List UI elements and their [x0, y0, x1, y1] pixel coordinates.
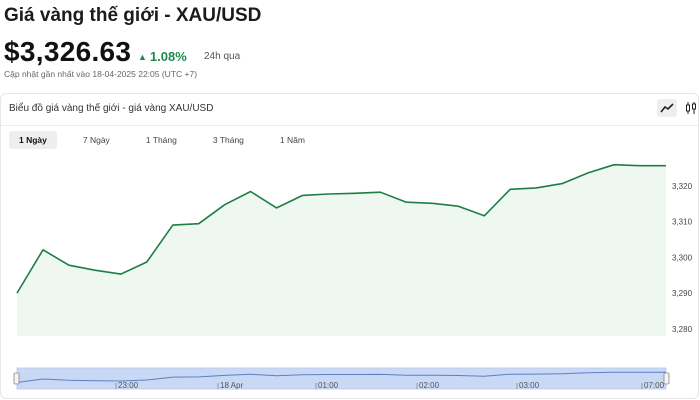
page-title: Giá vàng thế giới - XAU/USD — [4, 5, 262, 26]
y-tick-label: 3,300 — [672, 253, 693, 262]
current-price: $3,326.63 — [4, 36, 132, 67]
tab-1-day[interactable]: 1 Ngày — [9, 131, 57, 149]
navigator-line — [16, 371, 666, 383]
tab-7-days[interactable]: 7 Ngày — [82, 135, 110, 145]
range-tabs: 1 Ngày 7 Ngày 1 Tháng 3 Tháng 1 Năm — [9, 131, 331, 149]
navigator-tick-label: 23:00 — [118, 381, 139, 390]
change-period: 24h qua — [204, 51, 241, 62]
candlestick-button[interactable] — [681, 99, 698, 117]
price-line — [16, 163, 666, 294]
navigator-tick-label: 02:00 — [419, 381, 440, 390]
candlestick-icon — [686, 102, 696, 114]
tab-1-year[interactable]: 1 Năm — [279, 135, 305, 145]
navigator-tick-label: 01:00 — [318, 381, 339, 390]
y-tick-label: 3,290 — [672, 289, 693, 298]
line-chart-button[interactable] — [657, 99, 677, 117]
tab-3-months[interactable]: 3 Tháng — [212, 135, 244, 145]
navigator-tick-label: 03:00 — [519, 381, 540, 390]
navigator-tick-label: 07:00 — [644, 381, 665, 390]
price-change-percent: 1.08% — [149, 49, 187, 64]
line-chart-icon — [660, 103, 674, 113]
navigator-tick-label: 18 Apr — [220, 381, 243, 390]
navigator-range — [16, 367, 667, 390]
navigator-right-handle[interactable] — [663, 372, 670, 385]
y-tick-label: 3,320 — [672, 182, 693, 191]
navigator-left-handle[interactable] — [13, 372, 20, 385]
chart-title: Biểu đồ giá vàng thế giới - giá vàng XAU… — [9, 103, 214, 114]
y-tick-label: 3,310 — [672, 218, 693, 227]
price-change: ▲ 1.08% — [138, 49, 187, 64]
last-updated: Cập nhật gần nhất vào 18-04-2025 22:05 (… — [4, 69, 198, 79]
card-divider — [1, 125, 698, 126]
tab-1-month[interactable]: 1 Tháng — [145, 135, 177, 145]
y-tick-label: 3,280 — [672, 325, 693, 334]
price-area — [17, 164, 666, 336]
triangle-up-icon: ▲ — [138, 52, 147, 62]
chart-card: Biểu đồ giá vàng thế giới - giá vàng XAU… — [0, 93, 699, 399]
